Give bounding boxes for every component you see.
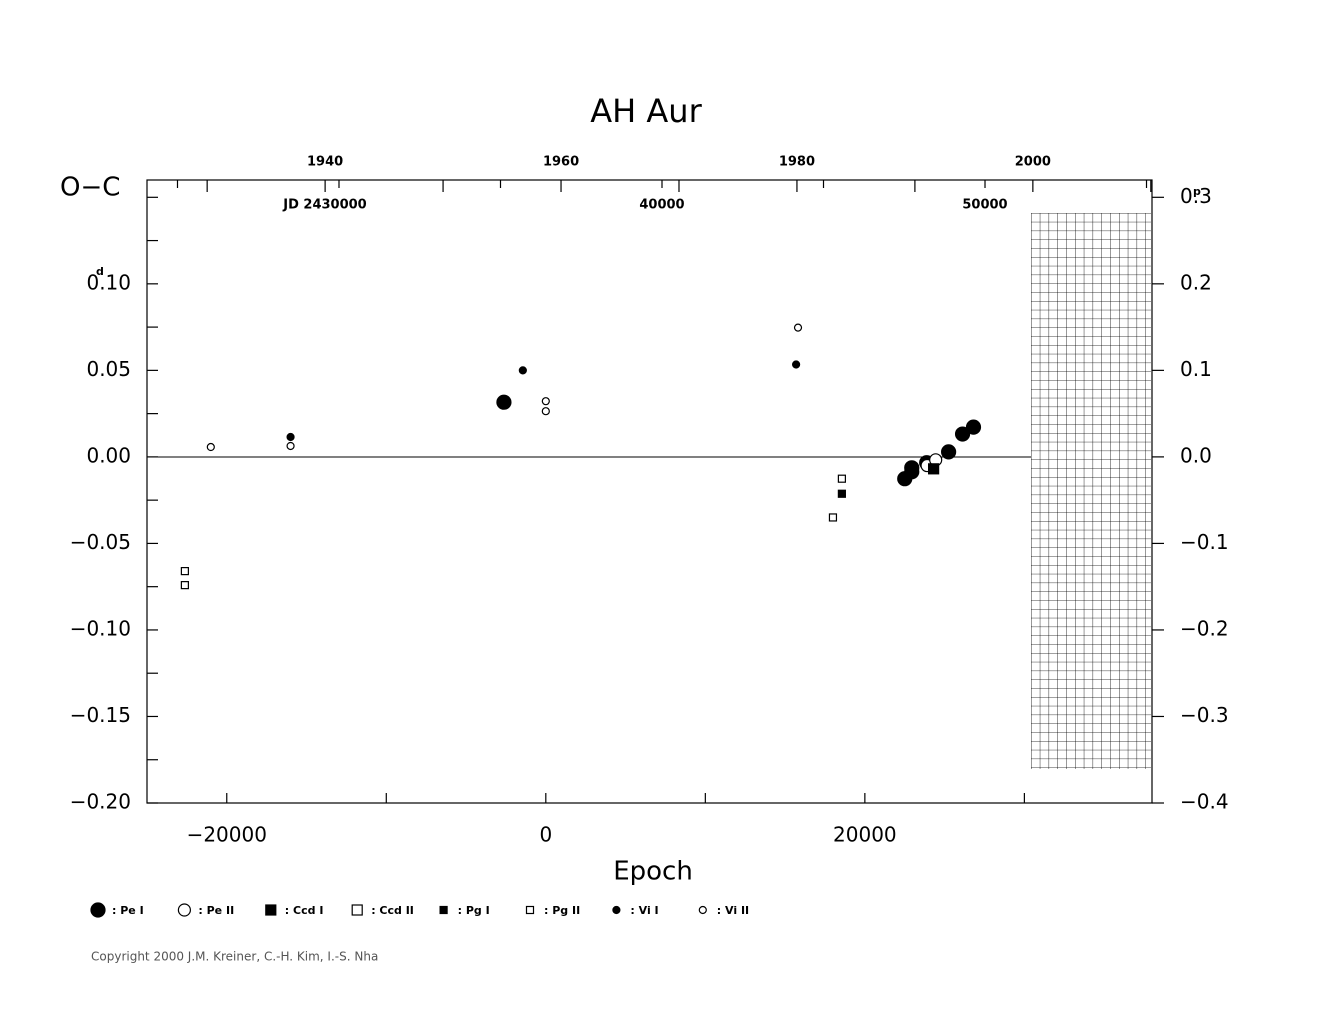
x2-tick-label: 1960 — [543, 155, 579, 170]
data-point — [541, 397, 550, 406]
legend-marker — [439, 905, 448, 915]
data-point — [928, 463, 940, 475]
x3-tick-label: JD 2430000 — [282, 198, 366, 213]
y-tick-label: 0.00 — [86, 443, 131, 467]
legend-marker — [351, 904, 363, 916]
legend-marker — [698, 905, 707, 915]
y-unit: d — [96, 265, 104, 278]
data-point — [286, 441, 295, 451]
y2-tick-label: −0.3 — [1180, 703, 1229, 727]
legend-marker — [177, 903, 191, 917]
legend-label: : Pg II — [544, 904, 580, 917]
legend-label: : Pe I — [112, 904, 144, 917]
y2-tick-label: −0.1 — [1180, 530, 1229, 554]
data-point — [941, 444, 957, 460]
y-tick-label: −0.05 — [70, 530, 131, 554]
data-point — [496, 394, 512, 410]
y-tick-label: −0.20 — [70, 790, 131, 814]
x2-tick-label: 1980 — [779, 155, 815, 170]
y2-tick-label: 0.1 — [1180, 357, 1212, 381]
data-point — [837, 489, 846, 498]
y2-tick-label: 0.3 — [1180, 184, 1212, 208]
x2-tick-label: 1940 — [307, 155, 343, 170]
data-point — [792, 360, 801, 369]
y2-tick-label: −0.2 — [1180, 616, 1229, 640]
legend-label: : Ccd II — [371, 904, 414, 917]
data-point — [180, 567, 189, 576]
x2-tick-label: 2000 — [1015, 155, 1051, 170]
legend-marker — [612, 905, 621, 915]
y-axis-title: O−C — [60, 173, 120, 203]
legend-marker — [265, 904, 277, 916]
legend-label: : Vi II — [717, 904, 749, 917]
x3-tick-label: 50000 — [962, 198, 1007, 213]
data-point — [180, 581, 189, 590]
x-tick-label: 20000 — [833, 823, 897, 847]
y2-tick-label: 0.0 — [1180, 443, 1212, 467]
x3-tick-label: 40000 — [639, 198, 684, 213]
y-tick-label: 0.10 — [86, 270, 131, 294]
plot-frame — [146, 179, 1153, 804]
x-axis-title: Epoch — [613, 857, 693, 887]
data-point — [954, 426, 971, 442]
hatched-region — [1031, 213, 1151, 769]
data-point — [837, 474, 846, 483]
data-point — [904, 464, 920, 480]
legend-label: : Ccd I — [285, 904, 324, 917]
legend-label: : Vi I — [630, 904, 658, 917]
data-point — [286, 432, 295, 442]
data-point — [541, 407, 550, 416]
y2-unit: p — [1193, 185, 1201, 198]
data-point — [206, 442, 215, 452]
data-point — [965, 419, 982, 435]
data-point — [828, 513, 838, 522]
legend-marker — [90, 902, 106, 918]
legend-label: : Pg I — [458, 904, 490, 917]
data-point — [793, 323, 803, 332]
x-tick-label: −20000 — [187, 823, 267, 847]
copyright: Copyright 2000 J.M. Kreiner, C.-H. Kim, … — [91, 950, 378, 964]
legend-marker — [525, 905, 535, 915]
y-tick-label: −0.15 — [70, 703, 131, 727]
chart-title: AH Aur — [590, 92, 702, 130]
x-tick-label: 0 — [539, 823, 552, 847]
y2-tick-label: 0.2 — [1180, 270, 1212, 294]
data-point — [518, 366, 527, 375]
y2-tick-label: −0.4 — [1180, 790, 1229, 814]
legend-label: : Pe II — [198, 904, 234, 917]
y-tick-label: 0.05 — [86, 357, 131, 381]
y-tick-label: −0.10 — [70, 616, 131, 640]
